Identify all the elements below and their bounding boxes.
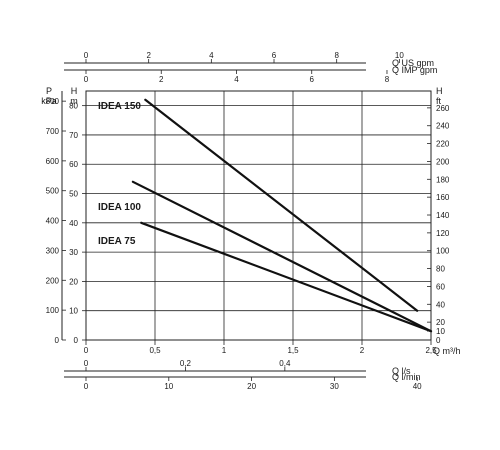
x-tick-label-ls: 0,4 bbox=[279, 359, 291, 368]
x-axis-label-imp-gpm: Q IMP gpm bbox=[392, 65, 437, 75]
y-tick-label-ft: 100 bbox=[436, 247, 450, 256]
series-label-idea-150: IDEA 150 bbox=[98, 101, 141, 112]
y-tick-label-m: 50 bbox=[69, 190, 78, 199]
y-tick-label-ft: 80 bbox=[436, 265, 445, 274]
y-tick-label-kpa: 300 bbox=[46, 246, 60, 255]
x-axis-label-m3h: Q m³/h bbox=[433, 346, 461, 356]
series-label-idea-100: IDEA 100 bbox=[98, 202, 141, 213]
y-tick-label-ft: 240 bbox=[436, 122, 450, 131]
y-tick-label-kpa: 200 bbox=[46, 276, 60, 285]
right-axis-letter: H bbox=[436, 86, 443, 96]
x-tick-label-us-gpm: 2 bbox=[146, 51, 151, 60]
y-tick-label-ft: 20 bbox=[436, 318, 445, 327]
x-tick-label-m3h: 2,5 bbox=[425, 346, 437, 355]
x-tick-label-lmin: 0 bbox=[84, 382, 89, 391]
axis-labels: 0 0,5 1 1,5 2 2,5Q m³/h0102030405060708001002… bbox=[41, 51, 460, 391]
y-tick-label-ft: 0 bbox=[436, 336, 441, 345]
y-tick-label-ft: 160 bbox=[436, 193, 450, 202]
y-tick-label-m: 30 bbox=[69, 248, 78, 257]
x-axis-label-ls: Q l/s bbox=[392, 366, 411, 376]
x-tick-label-us-gpm: 0 bbox=[84, 51, 89, 60]
x-tick-label-m3h: 1,5 bbox=[287, 346, 299, 355]
y-tick-label-ft: 200 bbox=[436, 157, 450, 166]
y-tick-label-ft: 120 bbox=[436, 229, 450, 238]
x-tick-label-m3h: 0 bbox=[84, 346, 89, 355]
y-tick-label-m: 20 bbox=[69, 277, 78, 286]
plot-frame bbox=[61, 62, 432, 378]
curve-idea-150 bbox=[144, 98, 419, 312]
x-tick-label-m3h: 2 bbox=[360, 346, 365, 355]
y-tick-label-kpa: 800 bbox=[46, 97, 60, 106]
y-tick-label-m: 10 bbox=[69, 307, 78, 316]
x-tick-label-lmin: 40 bbox=[413, 382, 422, 391]
x-tick-label-lmin: 30 bbox=[330, 382, 339, 391]
x-tick-label-imp-gpm: 0 bbox=[84, 75, 89, 84]
x-tick-label-us-gpm: 4 bbox=[209, 51, 214, 60]
curve-idea-100 bbox=[131, 180, 433, 333]
left-inner-axis-letter: H bbox=[71, 86, 78, 96]
x-axis-label-us-gpm: Q US gpm bbox=[392, 58, 434, 68]
left-outer-axis-letter: P bbox=[46, 86, 52, 96]
x-tick-label-us-gpm: 8 bbox=[334, 51, 339, 60]
plot-border bbox=[85, 90, 432, 341]
y-tick-label-ft: 220 bbox=[436, 140, 450, 149]
y-tick-label-ft: 260 bbox=[436, 104, 450, 113]
axis-ticks bbox=[62, 59, 432, 381]
y-tick-label-ft: 40 bbox=[436, 300, 445, 309]
y-tick-label-kpa: 600 bbox=[46, 157, 60, 166]
y-tick-label-kpa: 700 bbox=[46, 127, 60, 136]
x-tick-label-imp-gpm: 8 bbox=[385, 75, 390, 84]
x-tick-label-imp-gpm: 2 bbox=[159, 75, 164, 84]
x-tick-label-lmin: 10 bbox=[164, 382, 173, 391]
y-tick-label-kpa: 0 bbox=[55, 336, 60, 345]
grid-lines bbox=[86, 91, 431, 340]
x-tick-label-imp-gpm: 4 bbox=[234, 75, 239, 84]
x-tick-label-us-gpm: 10 bbox=[395, 51, 404, 60]
m-axis-unit: m bbox=[70, 96, 78, 106]
x-tick-label-imp-gpm: 6 bbox=[310, 75, 315, 84]
series-label-idea-75: IDEA 75 bbox=[98, 236, 136, 247]
x-tick-label-m3h: 1 bbox=[222, 346, 227, 355]
y-tick-label-ft: 140 bbox=[436, 211, 450, 220]
y-tick-label-kpa: 400 bbox=[46, 217, 60, 226]
x-axis-label-lmin: Q l/min bbox=[392, 372, 421, 382]
x-tick-label-m3h: 0,5 bbox=[149, 346, 161, 355]
x-tick-label-ls: 0 bbox=[84, 359, 89, 368]
x-tick-label-lmin: 20 bbox=[247, 382, 256, 391]
y-tick-label-ft: 180 bbox=[436, 175, 450, 184]
ft-axis-unit: ft bbox=[436, 96, 442, 106]
kpa-axis-unit: kPa bbox=[41, 96, 57, 106]
y-tick-label-m: 70 bbox=[69, 131, 78, 140]
y-tick-label-m: 40 bbox=[69, 219, 78, 228]
y-tick-label-ft: 10 bbox=[436, 327, 445, 336]
y-tick-label-kpa: 100 bbox=[46, 306, 60, 315]
y-tick-label-m: 0 bbox=[74, 336, 79, 345]
y-tick-label-m: 60 bbox=[69, 160, 78, 169]
y-tick-label-m: 80 bbox=[69, 102, 78, 111]
performance-curves bbox=[131, 98, 433, 333]
y-tick-label-ft: 60 bbox=[436, 282, 445, 291]
curve-idea-75 bbox=[140, 221, 433, 333]
x-tick-label-us-gpm: 6 bbox=[272, 51, 277, 60]
y-tick-label-kpa: 500 bbox=[46, 187, 60, 196]
x-tick-label-ls: 0,2 bbox=[180, 359, 192, 368]
